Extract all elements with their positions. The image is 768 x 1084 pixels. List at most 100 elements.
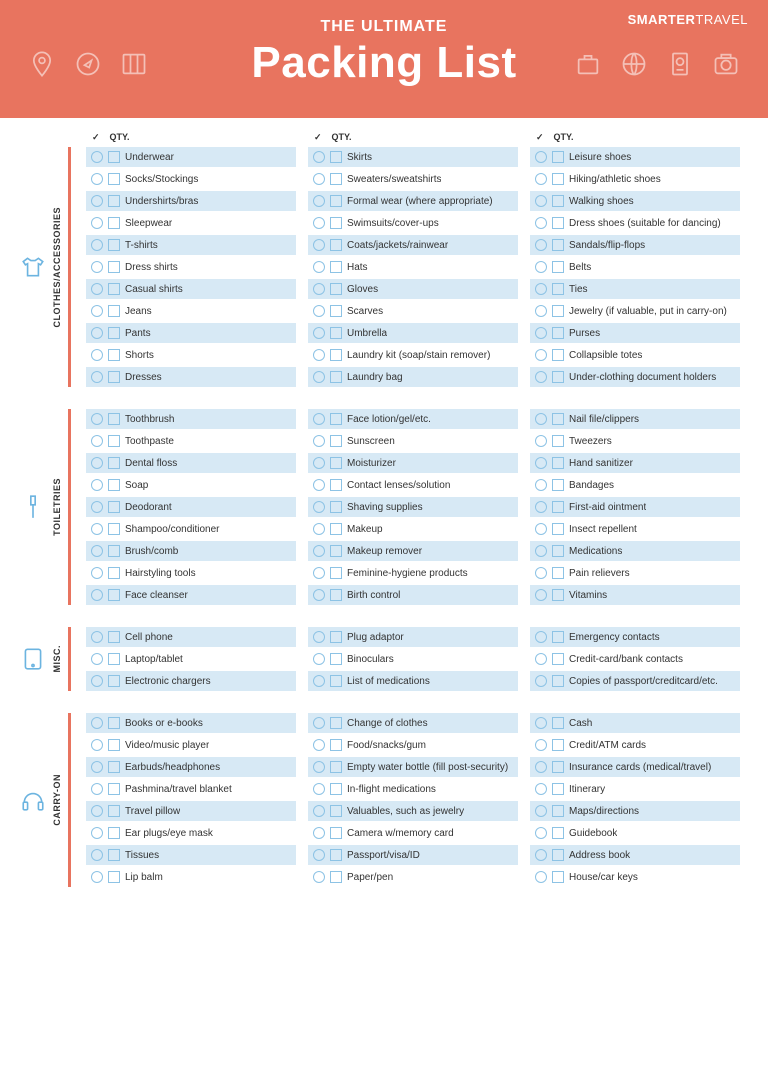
- qty-box[interactable]: [330, 327, 342, 339]
- qty-box[interactable]: [108, 283, 120, 295]
- qty-box[interactable]: [330, 239, 342, 251]
- checkbox-circle[interactable]: [313, 151, 325, 163]
- qty-box[interactable]: [330, 261, 342, 273]
- qty-box[interactable]: [108, 631, 120, 643]
- checkbox-circle[interactable]: [313, 739, 325, 751]
- qty-box[interactable]: [552, 717, 564, 729]
- checkbox-circle[interactable]: [313, 545, 325, 557]
- checkbox-circle[interactable]: [535, 371, 547, 383]
- checkbox-circle[interactable]: [313, 283, 325, 295]
- qty-box[interactable]: [552, 261, 564, 273]
- qty-box[interactable]: [330, 739, 342, 751]
- qty-box[interactable]: [108, 761, 120, 773]
- checkbox-circle[interactable]: [91, 783, 103, 795]
- checkbox-circle[interactable]: [535, 261, 547, 273]
- checkbox-circle[interactable]: [535, 675, 547, 687]
- qty-box[interactable]: [552, 545, 564, 557]
- checkbox-circle[interactable]: [535, 151, 547, 163]
- checkbox-circle[interactable]: [313, 173, 325, 185]
- qty-box[interactable]: [330, 653, 342, 665]
- qty-box[interactable]: [330, 173, 342, 185]
- qty-box[interactable]: [108, 501, 120, 513]
- qty-box[interactable]: [552, 283, 564, 295]
- qty-box[interactable]: [108, 413, 120, 425]
- checkbox-circle[interactable]: [535, 457, 547, 469]
- checkbox-circle[interactable]: [91, 871, 103, 883]
- qty-box[interactable]: [330, 631, 342, 643]
- checkbox-circle[interactable]: [535, 173, 547, 185]
- checkbox-circle[interactable]: [535, 805, 547, 817]
- checkbox-circle[interactable]: [535, 717, 547, 729]
- qty-box[interactable]: [330, 783, 342, 795]
- checkbox-circle[interactable]: [313, 871, 325, 883]
- checkbox-circle[interactable]: [535, 283, 547, 295]
- checkbox-circle[interactable]: [91, 261, 103, 273]
- checkbox-circle[interactable]: [91, 349, 103, 361]
- qty-box[interactable]: [552, 501, 564, 513]
- qty-box[interactable]: [552, 173, 564, 185]
- qty-box[interactable]: [330, 761, 342, 773]
- checkbox-circle[interactable]: [91, 413, 103, 425]
- qty-box[interactable]: [552, 305, 564, 317]
- qty-box[interactable]: [330, 305, 342, 317]
- qty-box[interactable]: [108, 305, 120, 317]
- qty-box[interactable]: [108, 435, 120, 447]
- checkbox-circle[interactable]: [313, 589, 325, 601]
- qty-box[interactable]: [330, 849, 342, 861]
- qty-box[interactable]: [330, 805, 342, 817]
- checkbox-circle[interactable]: [91, 479, 103, 491]
- qty-box[interactable]: [108, 239, 120, 251]
- qty-box[interactable]: [330, 827, 342, 839]
- checkbox-circle[interactable]: [313, 675, 325, 687]
- qty-box[interactable]: [108, 261, 120, 273]
- qty-box[interactable]: [330, 479, 342, 491]
- qty-box[interactable]: [330, 567, 342, 579]
- qty-box[interactable]: [108, 675, 120, 687]
- qty-box[interactable]: [108, 545, 120, 557]
- checkbox-circle[interactable]: [91, 151, 103, 163]
- qty-box[interactable]: [552, 827, 564, 839]
- qty-box[interactable]: [552, 589, 564, 601]
- checkbox-circle[interactable]: [535, 349, 547, 361]
- qty-box[interactable]: [552, 631, 564, 643]
- checkbox-circle[interactable]: [91, 195, 103, 207]
- checkbox-circle[interactable]: [535, 327, 547, 339]
- qty-box[interactable]: [108, 871, 120, 883]
- qty-box[interactable]: [330, 371, 342, 383]
- qty-box[interactable]: [552, 761, 564, 773]
- checkbox-circle[interactable]: [313, 631, 325, 643]
- qty-box[interactable]: [330, 501, 342, 513]
- checkbox-circle[interactable]: [313, 523, 325, 535]
- checkbox-circle[interactable]: [91, 761, 103, 773]
- checkbox-circle[interactable]: [313, 413, 325, 425]
- qty-box[interactable]: [552, 457, 564, 469]
- checkbox-circle[interactable]: [535, 195, 547, 207]
- checkbox-circle[interactable]: [313, 653, 325, 665]
- qty-box[interactable]: [552, 783, 564, 795]
- checkbox-circle[interactable]: [91, 283, 103, 295]
- checkbox-circle[interactable]: [91, 435, 103, 447]
- qty-box[interactable]: [108, 327, 120, 339]
- qty-box[interactable]: [330, 151, 342, 163]
- qty-box[interactable]: [108, 479, 120, 491]
- qty-box[interactable]: [108, 653, 120, 665]
- qty-box[interactable]: [330, 195, 342, 207]
- qty-box[interactable]: [552, 739, 564, 751]
- qty-box[interactable]: [108, 173, 120, 185]
- qty-box[interactable]: [108, 457, 120, 469]
- checkbox-circle[interactable]: [313, 501, 325, 513]
- checkbox-circle[interactable]: [535, 761, 547, 773]
- checkbox-circle[interactable]: [313, 805, 325, 817]
- qty-box[interactable]: [552, 349, 564, 361]
- checkbox-circle[interactable]: [535, 501, 547, 513]
- checkbox-circle[interactable]: [535, 523, 547, 535]
- checkbox-circle[interactable]: [91, 717, 103, 729]
- checkbox-circle[interactable]: [535, 305, 547, 317]
- checkbox-circle[interactable]: [91, 653, 103, 665]
- qty-box[interactable]: [108, 783, 120, 795]
- qty-box[interactable]: [552, 327, 564, 339]
- checkbox-circle[interactable]: [313, 761, 325, 773]
- qty-box[interactable]: [552, 567, 564, 579]
- checkbox-circle[interactable]: [313, 349, 325, 361]
- qty-box[interactable]: [330, 589, 342, 601]
